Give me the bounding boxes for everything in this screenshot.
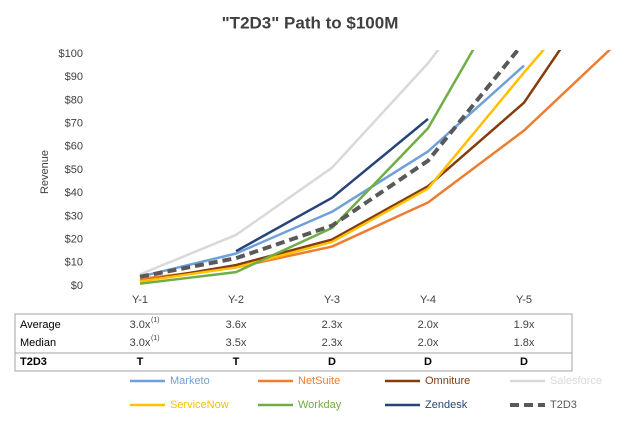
table-cell: 3.0x	[130, 337, 151, 349]
row-label: Median	[20, 337, 56, 349]
table-border	[14, 313, 573, 372]
legend-label: Workday	[298, 399, 342, 411]
legend-label: Omniture	[425, 375, 470, 387]
x-tick-label: Y-3	[324, 294, 340, 306]
y-tick-label: $30	[65, 210, 83, 222]
table-cell: 2.3x	[322, 319, 343, 331]
series-line	[139, 64, 525, 278]
x-tick-label: Y-5	[516, 294, 532, 306]
series-line	[139, 50, 562, 283]
table-cell: 1.8x	[514, 337, 535, 349]
y-tick-label: $40	[65, 187, 83, 199]
table-cell: 3.6x	[226, 319, 247, 331]
series-line	[235, 117, 429, 253]
row-label: Average	[20, 319, 61, 331]
legend-label: NetSuite	[298, 375, 340, 387]
y-tick-label: $100	[59, 48, 83, 60]
legend-label: T2D3	[550, 399, 577, 411]
table-cell: 2.0x	[418, 337, 439, 349]
legend-label: Salesforce	[550, 375, 602, 387]
table-cell: D	[520, 356, 528, 368]
series-line	[139, 50, 475, 285]
table-cell: T	[137, 356, 144, 368]
table-cell: D	[328, 356, 336, 368]
y-tick-label: $60	[65, 141, 83, 153]
x-tick-label: Y-4	[420, 294, 436, 306]
x-tick-label: Y-1	[132, 294, 148, 306]
x-tick-label: Y-2	[228, 294, 244, 306]
table-cell: D	[424, 356, 432, 368]
row-label: T2D3	[20, 356, 47, 368]
y-tick-label: $70	[65, 118, 83, 130]
table-cell: 3.5x	[226, 337, 247, 349]
y-tick-label: $90	[65, 71, 83, 83]
y-tick-label: $80	[65, 94, 83, 106]
series-line	[139, 50, 440, 276]
legend-label: ServiceNow	[170, 399, 229, 411]
table-cell: 3.0x	[130, 319, 151, 331]
footnote-mark: (1)	[151, 317, 160, 324]
y-tick-label: $20	[65, 234, 83, 246]
chart-title: "T2D3" Path to $100M	[222, 13, 399, 32]
table-cell: 2.0x	[418, 319, 439, 331]
table-cell: 2.3x	[322, 337, 343, 349]
footnote-mark: (1)	[151, 335, 160, 342]
series-line	[139, 50, 546, 283]
y-tick-label: $50	[65, 164, 83, 176]
y-tick-label: $0	[71, 280, 83, 292]
y-tick-label: $10	[65, 257, 83, 269]
series-line	[139, 50, 521, 279]
legend-label: Zendesk	[425, 399, 468, 411]
table-cell: 1.9x	[514, 319, 535, 331]
table-cell: T	[233, 356, 240, 368]
legend-label: Marketo	[170, 375, 210, 387]
y-axis-label: Revenue	[39, 150, 51, 194]
